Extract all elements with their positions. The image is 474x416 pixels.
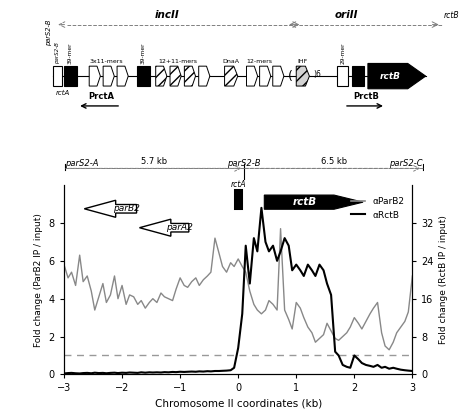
Text: rctA: rctA <box>230 180 246 189</box>
Polygon shape <box>89 66 100 86</box>
Polygon shape <box>155 66 167 86</box>
Polygon shape <box>273 66 284 86</box>
Text: parA2: parA2 <box>166 223 193 232</box>
Text: parS2-C: parS2-C <box>390 159 423 168</box>
Text: )6: )6 <box>313 70 321 79</box>
Y-axis label: Fold change (ParB2 IP / input): Fold change (ParB2 IP / input) <box>34 213 43 347</box>
Text: parB2: parB2 <box>113 204 139 213</box>
X-axis label: Chromosome II coordinates (kb): Chromosome II coordinates (kb) <box>155 399 322 409</box>
Text: oriII: oriII <box>334 10 358 20</box>
Text: 39-mer: 39-mer <box>68 43 73 64</box>
Text: rctB: rctB <box>293 197 317 207</box>
Y-axis label: Fold change (RctB IP / input): Fold change (RctB IP / input) <box>439 215 448 344</box>
Polygon shape <box>139 219 189 236</box>
Polygon shape <box>103 66 114 86</box>
Polygon shape <box>246 66 258 86</box>
Text: 12+11-mers: 12+11-mers <box>158 59 197 64</box>
Text: (: ( <box>288 69 293 83</box>
Polygon shape <box>264 195 363 209</box>
Polygon shape <box>199 66 210 86</box>
Text: 3x11-mers: 3x11-mers <box>89 59 123 64</box>
Text: parS2-B: parS2-B <box>55 42 60 64</box>
Text: incII: incII <box>155 10 179 20</box>
Text: rctA: rctA <box>55 90 70 97</box>
Text: rctB: rctB <box>444 11 459 20</box>
Text: PrctA: PrctA <box>88 92 114 101</box>
Text: IHF: IHF <box>297 59 307 64</box>
Legend: αParB2, αRctB: αParB2, αRctB <box>348 193 408 223</box>
Text: 5.7 kb: 5.7 kb <box>141 157 167 166</box>
Polygon shape <box>260 66 271 86</box>
Polygon shape <box>225 66 238 86</box>
Polygon shape <box>184 66 195 86</box>
Bar <box>337 66 348 86</box>
Text: DnaA: DnaA <box>223 59 240 64</box>
Polygon shape <box>296 66 310 86</box>
Text: 12-mers: 12-mers <box>246 59 273 64</box>
Bar <box>137 66 150 86</box>
Polygon shape <box>117 66 128 86</box>
Bar <box>64 66 77 86</box>
Bar <box>54 66 62 86</box>
Text: 39-mer: 39-mer <box>141 43 146 64</box>
Text: 6.5 kb: 6.5 kb <box>321 157 347 166</box>
Text: parS2-A: parS2-A <box>65 159 99 168</box>
Polygon shape <box>84 200 137 217</box>
Bar <box>352 66 364 86</box>
Text: 29-mer: 29-mer <box>340 43 346 64</box>
Polygon shape <box>170 66 181 86</box>
Polygon shape <box>368 64 426 89</box>
Text: rctB: rctB <box>379 72 401 81</box>
Text: PrctB: PrctB <box>353 92 379 101</box>
Text: parS2-B: parS2-B <box>46 19 53 45</box>
Text: parS2-B: parS2-B <box>228 159 261 168</box>
